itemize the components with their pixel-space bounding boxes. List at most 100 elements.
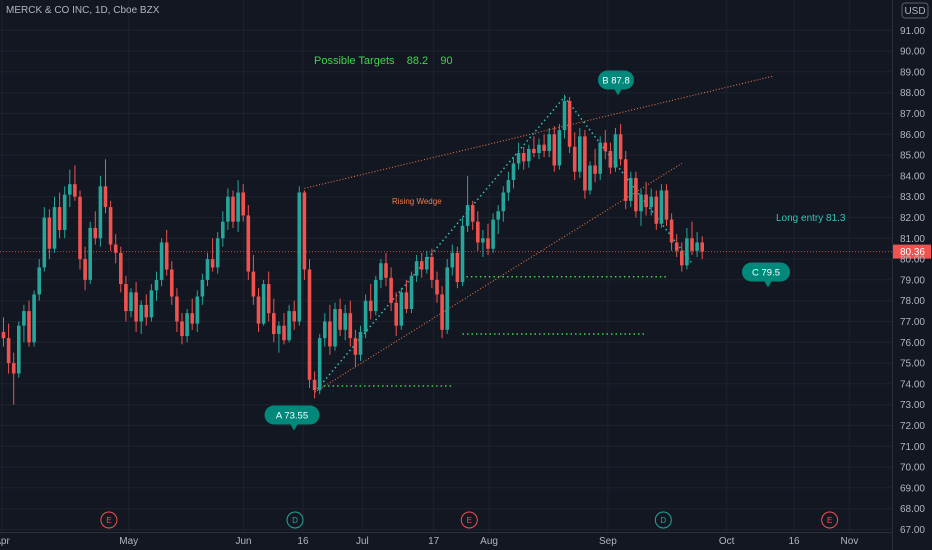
candle (603, 130, 608, 160)
candle-body (333, 309, 337, 347)
candle-body (516, 153, 521, 164)
annotations: Possible Targets 88.2 90 Rising Wedge Long… (100, 55, 931, 529)
candle-body (73, 184, 77, 197)
candle-body (634, 177, 638, 212)
candle-body (470, 205, 475, 222)
candle-body (205, 259, 210, 280)
candle-body (578, 136, 582, 172)
wedge-upper-line (304, 75, 774, 189)
candle-body (277, 325, 281, 334)
candle-body (440, 294, 444, 330)
candle-body (435, 279, 439, 295)
candle-body (256, 296, 261, 324)
candle-body (231, 196, 235, 222)
event-marker-text: E (467, 516, 472, 525)
candle (685, 227, 689, 270)
y-tick-label: 84.00 (900, 171, 925, 182)
candle-body (567, 101, 572, 147)
candle (231, 190, 235, 228)
y-tick-label: 86.00 (900, 130, 925, 141)
candle-body (144, 304, 149, 318)
candle-body (17, 325, 21, 374)
candle (159, 238, 164, 287)
y-tick-label: 75.00 (900, 359, 925, 370)
candle (669, 213, 674, 251)
candle (516, 142, 521, 170)
candle-body (180, 321, 184, 337)
candle-body (108, 207, 113, 245)
candle (328, 304, 332, 355)
candle (307, 259, 312, 389)
point-a-callout-pointer (290, 423, 298, 431)
candle (700, 236, 704, 260)
x-tick-label: Sep (599, 536, 617, 547)
candle-body (639, 194, 643, 212)
candle (323, 313, 327, 347)
candle (47, 209, 52, 260)
candle-body (323, 321, 327, 339)
candle (27, 300, 31, 347)
candle-body (368, 300, 373, 312)
candle-body (547, 134, 551, 151)
y-tick-label: 82.00 (900, 213, 925, 224)
candle (465, 175, 470, 233)
candle-body (175, 296, 179, 322)
candle (445, 259, 449, 334)
y-tick-label: 79.00 (900, 275, 925, 286)
candle-body (501, 192, 506, 212)
candle-body (42, 217, 47, 268)
candle (623, 150, 628, 210)
candle (170, 261, 174, 305)
event-marker-text: E (106, 516, 111, 525)
y-tick-label: 88.00 (900, 88, 925, 99)
event-marker-text: D (292, 516, 298, 525)
candle-body (32, 294, 36, 343)
candle-body (83, 259, 87, 280)
candle (491, 213, 495, 253)
point-c-callout: C 79.5 (742, 262, 790, 288)
candle (414, 254, 419, 282)
event-marker[interactable]: E (100, 511, 118, 529)
candle-body (537, 144, 541, 154)
candle (419, 252, 424, 278)
candle (134, 281, 138, 332)
candle-body (6, 338, 11, 364)
candle-body (593, 165, 597, 174)
candle (618, 123, 623, 166)
candle-body (236, 192, 240, 222)
candle (476, 211, 480, 251)
candle-body (664, 190, 669, 220)
candle (317, 333, 322, 395)
candle (180, 313, 184, 345)
candle (52, 196, 57, 253)
event-marker[interactable]: D (654, 511, 672, 529)
currency-badge[interactable]: USD (901, 2, 929, 19)
candle-body (302, 192, 307, 270)
event-marker[interactable]: E (460, 511, 478, 529)
event-marker[interactable]: D (286, 511, 304, 529)
x-tick-label: Jul (356, 536, 369, 547)
candle (164, 229, 169, 276)
candle-body (266, 284, 271, 314)
event-marker-circle (821, 511, 839, 529)
candle (435, 271, 439, 303)
candle (348, 300, 353, 347)
candle (1, 317, 6, 347)
candle-body (328, 321, 332, 347)
candle (37, 259, 41, 301)
candle (532, 136, 536, 158)
candle (261, 279, 266, 326)
candle-body (317, 338, 322, 391)
candle (649, 188, 653, 216)
candle (312, 371, 317, 399)
candle-body (164, 242, 169, 270)
candle (149, 284, 154, 322)
y-tick-label: 72.00 (900, 421, 925, 432)
event-marker[interactable]: E (821, 511, 839, 529)
point-a-callout-box (264, 405, 320, 425)
candle-body (613, 134, 618, 168)
point-a-callout-label: A 73.55 (276, 411, 308, 422)
candle (210, 238, 215, 272)
candle (608, 142, 613, 174)
